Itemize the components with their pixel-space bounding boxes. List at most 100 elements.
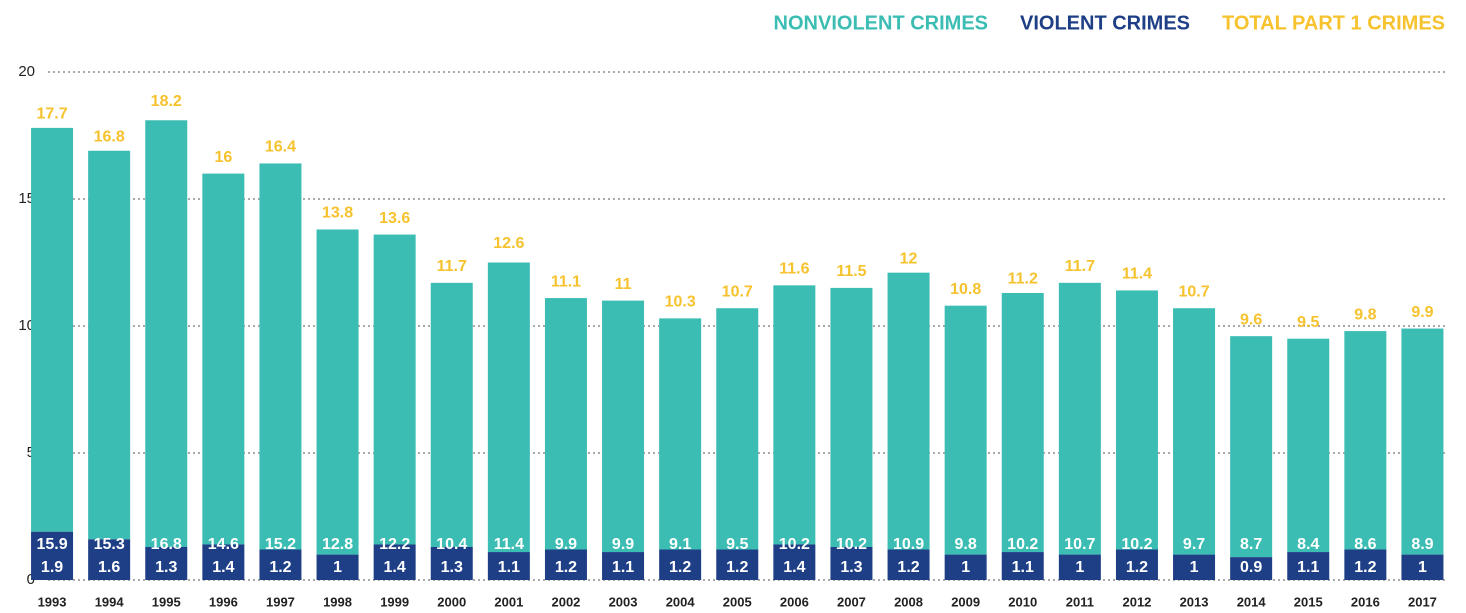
y-tick-label: 5 [27, 444, 35, 461]
total-label: 16.8 [94, 128, 125, 145]
bar-segment [773, 285, 816, 545]
total-label: 16 [214, 149, 232, 166]
x-tick-label: 2006 [780, 594, 809, 609]
legend-entry: NONVIOLENT CRIMES [774, 12, 988, 34]
bar-segment [1115, 549, 1158, 580]
bar-segment [145, 546, 188, 580]
value-label: 9.9 [612, 536, 634, 553]
value-label: 10.2 [1121, 536, 1152, 553]
x-tick-label: 2001 [494, 594, 523, 609]
bar-segment [830, 287, 873, 547]
legend-entry: TOTAL PART 1 CRIMES [1222, 12, 1445, 34]
value-label: 15.9 [36, 536, 67, 553]
total-label: 16.4 [265, 139, 296, 156]
value-label: 1.2 [669, 559, 691, 576]
bar-segment [1401, 328, 1444, 555]
bar-segment [259, 549, 302, 580]
bar-segment [1344, 549, 1387, 580]
bar-segment [202, 173, 245, 545]
value-label: 15.2 [265, 536, 296, 553]
x-tick-label: 2000 [437, 594, 466, 609]
total-label: 11.2 [1008, 271, 1038, 288]
bar-segment [1287, 338, 1330, 553]
bar-segment [487, 552, 530, 580]
x-tick-label: 2016 [1351, 594, 1380, 609]
x-tick-label: 1999 [380, 594, 409, 609]
bar-segment [1058, 282, 1101, 555]
value-label: 1.3 [155, 559, 177, 576]
value-label: 1.4 [783, 559, 805, 576]
bar-segment [716, 549, 759, 580]
x-tick-label: 2012 [1122, 594, 1151, 609]
total-label: 10.3 [665, 294, 696, 311]
value-label: 1.6 [98, 559, 120, 576]
total-label: 18.2 [151, 93, 182, 110]
bar-segment [544, 298, 587, 550]
value-label: 1 [1418, 559, 1427, 576]
x-tick-label: 2009 [951, 594, 980, 609]
bar-segment [716, 308, 759, 550]
value-label: 8.7 [1240, 536, 1262, 553]
bar-segment [830, 546, 873, 580]
bar-segment [1230, 336, 1273, 558]
bar-segment [31, 127, 74, 532]
y-tick-label: 20 [18, 63, 35, 80]
value-label: 9.1 [669, 536, 691, 553]
bar-segment [659, 318, 702, 550]
value-label: 0.9 [1240, 559, 1262, 576]
value-label: 1.2 [1126, 559, 1148, 576]
value-label: 1.9 [41, 559, 63, 576]
value-label: 1.2 [1354, 559, 1376, 576]
bar-segment [316, 229, 359, 555]
legend-entry: VIOLENT CRIMES [1020, 12, 1190, 34]
bar-segment [202, 544, 245, 580]
x-tick-label: 2015 [1294, 594, 1323, 609]
x-tick-label: 2011 [1066, 594, 1094, 609]
value-label: 8.4 [1297, 536, 1319, 553]
value-label: 1.4 [384, 559, 406, 576]
bar-segment [659, 549, 702, 580]
total-label: 11.5 [836, 263, 866, 280]
bar-segment [1230, 557, 1273, 580]
y-tick-label: 10 [18, 317, 35, 334]
value-label: 9.5 [726, 536, 748, 553]
x-tick-label: 2008 [894, 594, 923, 609]
value-label: 16.8 [151, 536, 182, 553]
value-label: 1.1 [498, 559, 520, 576]
x-tick-label: 1994 [95, 594, 125, 609]
x-tick-label: 1998 [323, 594, 352, 609]
bar-segment [1115, 290, 1158, 550]
value-label: 10.2 [1007, 536, 1038, 553]
value-label: 1 [1190, 559, 1199, 576]
value-label: 1 [1075, 559, 1084, 576]
bar-segment [1001, 552, 1044, 580]
bar-segment [1401, 554, 1444, 580]
bar-segment [373, 544, 416, 580]
value-label: 9.8 [955, 536, 977, 553]
bar-segment [1344, 331, 1387, 550]
total-label: 13.8 [322, 205, 353, 222]
total-label: 10.7 [1178, 283, 1209, 300]
x-tick-label: 2004 [666, 594, 696, 609]
x-tick-label: 2017 [1408, 594, 1437, 609]
bar-segment [1287, 552, 1330, 580]
y-tick-label: 0 [27, 571, 35, 588]
bar-segment [430, 546, 473, 580]
bar-segment [487, 262, 530, 553]
bar-segment [31, 531, 74, 580]
total-label: 11.4 [1122, 266, 1152, 283]
value-label: 8.9 [1411, 536, 1433, 553]
value-label: 1.3 [840, 559, 862, 576]
value-label: 12.2 [379, 536, 410, 553]
value-label: 10.9 [893, 536, 924, 553]
value-label: 14.6 [208, 536, 239, 553]
value-label: 15.3 [94, 536, 125, 553]
total-label: 11.7 [437, 258, 467, 275]
y-tick-label: 15 [18, 190, 35, 207]
value-label: 10.2 [836, 536, 867, 553]
total-label: 12.6 [493, 235, 524, 252]
value-label: 1.3 [441, 559, 463, 576]
x-tick-label: 1995 [152, 594, 181, 609]
value-label: 1.2 [555, 559, 577, 576]
